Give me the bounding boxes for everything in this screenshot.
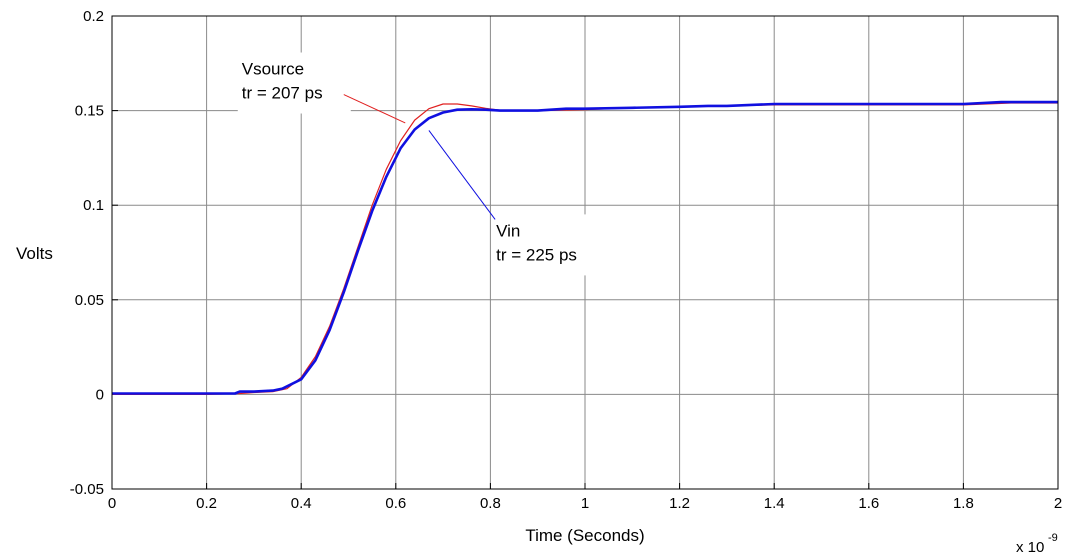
annotation-pointer [428,130,496,220]
annotation-background [237,52,351,114]
annotation-text: tr = 207 ps [242,84,323,103]
series-line-1 [112,100,1058,395]
x-tick-label: 0.8 [480,495,501,512]
annotations: Vsource tr = 207 ps Vin tr = 225 ps [237,52,606,276]
series-lines [112,100,1058,395]
x-tick-label: 1.4 [764,495,785,512]
y-tick-label: 0 [96,386,104,403]
x-tick-label: 0.2 [196,495,217,512]
y-tick-label: 0.15 [75,103,104,120]
x-axis-label: Time (Seconds) [525,526,644,545]
x-tick-label: 0.6 [385,495,406,512]
x-tick-label: 1.6 [858,495,879,512]
x-tick-label: 2 [1054,495,1062,512]
y-tick-label: -0.05 [70,481,104,498]
annotation-text: Vin [496,221,520,240]
x-tick-label: 1.2 [669,495,690,512]
y-tick-label: 0.05 [75,292,104,309]
plot-frame [111,15,1059,490]
x-axis-ticks: 0 0.2 0.4 0.6 0.8 1 1.2 1.4 1.6 1.8 2 [108,483,1062,512]
x-multiplier-label: x 10 [1016,539,1044,556]
x-multiplier-exponent: -9 [1048,532,1058,544]
x-tick-label: 0.4 [291,495,312,512]
annotation-background [492,214,606,276]
annotation-text: tr = 225 ps [496,245,577,264]
y-axis-label: Volts [16,244,53,263]
annotation-pointer [343,94,406,124]
x-tick-label: 1 [581,495,589,512]
y-tick-label: 0.1 [83,197,104,214]
annotation-text: Vsource [242,60,304,79]
y-axis-ticks: -0.05 0 0.05 0.1 0.15 0.2 [70,8,118,498]
x-tick-label: 1.8 [953,495,974,512]
y-tick-label: 0.2 [83,8,104,25]
x-tick-label: 0 [108,495,116,512]
